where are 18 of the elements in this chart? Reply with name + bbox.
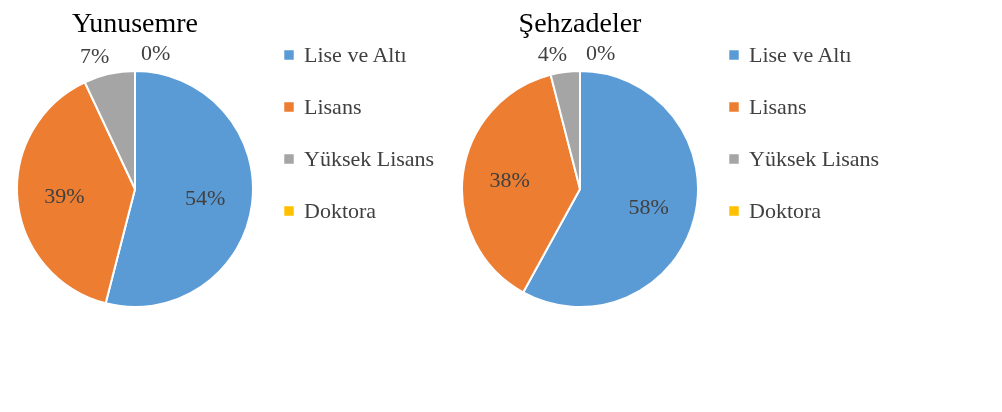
legend-label: Lise ve Altı bbox=[749, 42, 852, 67]
chart-title: Yunusemre bbox=[72, 7, 198, 38]
data-label: 4% bbox=[537, 41, 567, 67]
legend-label: Lise ve Altı bbox=[304, 42, 407, 67]
legend-label: Lisans bbox=[304, 94, 362, 119]
data-label: 7% bbox=[80, 43, 110, 69]
text: 0% bbox=[141, 40, 171, 65]
legend-label: Yüksek Lisans bbox=[749, 146, 880, 171]
legend-label: Yüksek Lisans bbox=[304, 146, 435, 171]
data-label: 54% bbox=[185, 184, 226, 210]
legend-label: Lisans bbox=[749, 94, 807, 119]
text: 0% bbox=[586, 40, 616, 65]
legend-label: Doktora bbox=[304, 198, 377, 223]
legend-label: Doktora bbox=[749, 198, 822, 223]
data-label: 58% bbox=[628, 193, 669, 219]
data-label: 39% bbox=[44, 182, 85, 208]
data-label: 38% bbox=[489, 167, 530, 193]
chart-title: Şehzadeler bbox=[518, 7, 643, 38]
